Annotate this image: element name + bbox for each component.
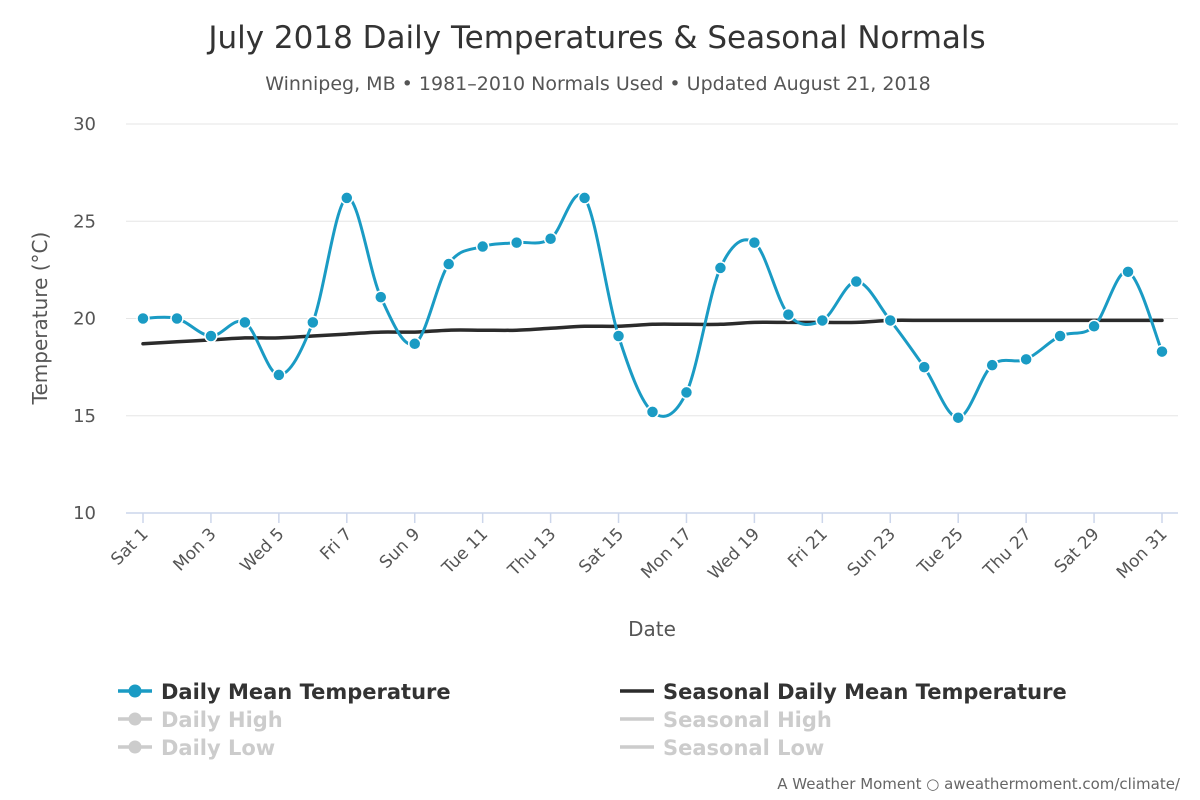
x-tick-label: Fri 21 [784, 524, 832, 572]
data-point-day-16[interactable] [645, 405, 660, 419]
data-point-day-14[interactable] [577, 191, 592, 205]
data-point-day-11[interactable] [475, 239, 490, 254]
legend-label: Seasonal Daily Mean Temperature [663, 680, 1067, 704]
data-point-day-7[interactable] [340, 191, 354, 205]
data-point-day-31[interactable] [1155, 344, 1169, 359]
y-tick-label: 15 [73, 406, 96, 427]
data-point-day-13[interactable] [543, 232, 558, 246]
data-point-day-23[interactable] [883, 313, 898, 328]
legend: Daily Mean Temperature Seasonal Daily Mea… [118, 680, 1067, 760]
data-point-day-28[interactable] [1053, 329, 1067, 343]
x-tick-label: Mon 17 [637, 524, 696, 583]
data-point-day-17[interactable] [679, 385, 694, 400]
x-tick-label: Mon 31 [1113, 524, 1172, 583]
data-point-day-18[interactable] [713, 261, 728, 275]
legend-item-seasonal-high[interactable]: Seasonal High [620, 708, 832, 732]
x-tick-label: Sat 15 [575, 524, 628, 577]
x-tick-label: Sun 9 [376, 524, 424, 572]
x-tick-label: Tue 25 [913, 524, 968, 579]
data-point-day-6[interactable] [306, 315, 320, 330]
legend-item-seasonal-daily-mean-temperature[interactable]: Seasonal Daily Mean Temperature [620, 680, 1067, 704]
data-point-day-10[interactable] [441, 257, 456, 271]
y-axis-ticks: 10 15 20 25 30 [73, 114, 96, 524]
series-line-seasonal-daily-mean-temperature [141, 318, 1164, 346]
x-tick-label: Wed 19 [704, 524, 763, 583]
legend-label: Daily High [161, 708, 283, 732]
legend-label: Daily Low [161, 736, 275, 760]
data-point-day-20[interactable] [781, 307, 796, 322]
data-point-day-15[interactable] [611, 329, 626, 343]
data-point-day-25[interactable] [951, 410, 965, 425]
x-tick-label: Thu 27 [979, 524, 1036, 581]
legend-item-daily-mean-temperature[interactable]: Daily Mean Temperature [118, 680, 451, 704]
legend-symbol-marker [128, 740, 142, 754]
data-point-day-4[interactable] [238, 315, 252, 330]
data-point-day-19[interactable] [747, 235, 762, 250]
data-point-day-27[interactable] [1019, 352, 1033, 367]
chart-subtitle: Winnipeg, MB • 1981–2010 Normals Used • … [265, 73, 930, 95]
data-point-day-9[interactable] [407, 337, 422, 351]
x-tick-label: Mon 3 [170, 524, 221, 575]
data-point-day-2[interactable] [170, 311, 184, 326]
data-point-day-26[interactable] [985, 358, 999, 372]
legend-symbol-marker [128, 712, 142, 726]
data-point-day-3[interactable] [204, 329, 218, 343]
x-tick-label: Sat 1 [107, 524, 152, 569]
x-axis-title: Date [628, 617, 676, 641]
data-point-day-29[interactable] [1087, 319, 1101, 334]
legend-item-seasonal-low[interactable]: Seasonal Low [620, 736, 824, 760]
chart-credit: A Weather Moment ○ aweathermoment.com/cl… [777, 775, 1181, 793]
data-point-day-1[interactable] [136, 311, 150, 326]
x-tick-label: Tue 11 [438, 524, 493, 579]
x-tick-label: Fri 7 [316, 524, 356, 564]
series-line-daily-mean-temperature [141, 193, 1164, 420]
series-seasonal-daily-mean-temperature [141, 318, 1164, 346]
x-tick-label: Sat 29 [1051, 524, 1104, 577]
legend-label: Seasonal High [663, 708, 832, 732]
data-point-day-24[interactable] [917, 360, 931, 374]
data-point-day-22[interactable] [849, 274, 864, 289]
y-tick-label: 30 [73, 114, 96, 135]
data-point-day-5[interactable] [272, 368, 286, 382]
x-tick-label: Thu 13 [504, 524, 561, 581]
legend-item-daily-low[interactable]: Daily Low [118, 736, 275, 760]
data-point-day-30[interactable] [1121, 265, 1135, 279]
series-layer [136, 191, 1169, 425]
data-point-day-8[interactable] [374, 290, 388, 304]
data-point-day-21[interactable] [815, 313, 830, 328]
legend-label: Daily Mean Temperature [161, 680, 451, 704]
x-tick-label: Sun 23 [844, 524, 900, 580]
series-daily-mean-temperature [136, 191, 1169, 425]
y-axis-title: Temperature (°C) [28, 232, 52, 406]
legend-symbol-marker [128, 684, 142, 698]
legend-label: Seasonal Low [663, 736, 824, 760]
y-tick-label: 20 [73, 309, 96, 330]
x-tick-label: Wed 5 [237, 524, 289, 576]
x-axis: Sat 1 Mon 3 Wed 5 Fri 7 Sun 9 Tue 11 Thu 13 Sat… [107, 512, 1178, 584]
data-point-day-12[interactable] [509, 235, 524, 250]
y-tick-label: 25 [73, 211, 96, 232]
legend-item-daily-high[interactable]: Daily High [118, 708, 283, 732]
chart-title: July 2018 Daily Temperatures & Seasonal … [206, 20, 985, 56]
y-tick-label: 10 [73, 503, 96, 524]
